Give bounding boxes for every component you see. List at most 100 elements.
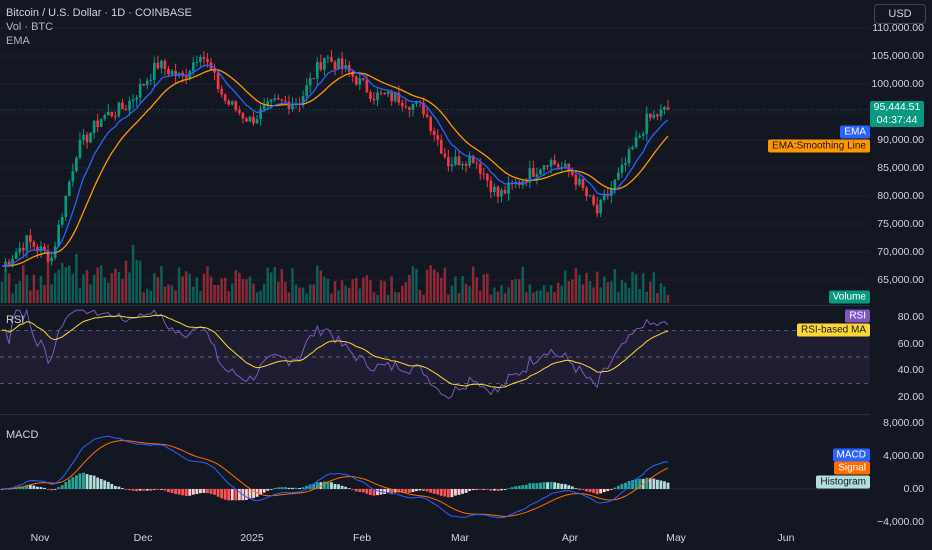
volume-bar <box>429 265 432 303</box>
candle-body <box>138 83 142 98</box>
histogram-bar <box>89 475 92 489</box>
volume-bar <box>610 281 613 303</box>
volume-bar <box>103 277 106 303</box>
histogram-bar <box>213 489 216 495</box>
volume-bar <box>493 287 496 303</box>
candle-body <box>248 116 252 122</box>
volume-bar <box>96 267 99 303</box>
time-tick-label: Mar <box>450 532 470 544</box>
volume-bar <box>78 288 82 303</box>
histogram-bar <box>103 480 107 489</box>
candle-body <box>284 100 287 102</box>
candle-body <box>213 69 216 73</box>
time-tick-label: May <box>666 532 686 544</box>
candle-body <box>149 79 153 81</box>
price-tick-label: 85,000.00 <box>877 162 924 174</box>
histogram-bar <box>184 489 188 497</box>
volume-bar <box>595 271 599 303</box>
price-tick-label: 90,000.00 <box>877 134 924 146</box>
candle-body <box>503 190 507 194</box>
candle-body <box>532 168 535 177</box>
candle-body <box>252 116 255 124</box>
histogram-bar <box>191 489 195 495</box>
candle-body <box>386 91 390 95</box>
histogram-bar <box>539 482 542 489</box>
price-tick-label: 110,000.00 <box>872 22 924 34</box>
histogram-bar <box>28 484 32 489</box>
volume-bar <box>443 267 447 303</box>
histogram-bar <box>174 489 178 495</box>
volume-bar <box>128 272 131 303</box>
candle-body <box>78 140 82 158</box>
candle-body <box>308 78 312 86</box>
candle-body <box>32 241 36 247</box>
time-tick-label: Dec <box>133 532 153 544</box>
candle-body <box>241 112 245 119</box>
volume-bar <box>649 281 652 303</box>
candle-body <box>202 56 206 59</box>
histogram-bar <box>634 479 638 489</box>
volume-bar <box>195 277 199 303</box>
candle-body <box>36 246 39 252</box>
currency-button[interactable]: USD <box>874 4 926 24</box>
candle-body <box>620 164 624 173</box>
histogram-bar <box>57 487 61 489</box>
histogram-bar <box>439 489 443 496</box>
histogram-bar <box>113 485 117 489</box>
volume-bar <box>631 271 634 303</box>
volume-bar <box>131 244 135 303</box>
histogram-bar <box>32 485 36 489</box>
volume-bar <box>663 286 666 303</box>
histogram-bar <box>315 482 319 489</box>
candle-body <box>400 102 404 107</box>
histogram-bar <box>234 489 238 501</box>
volume-bar <box>447 294 450 303</box>
histogram-bar <box>507 488 511 490</box>
volume-bar <box>209 276 213 303</box>
volume-bar <box>503 293 507 303</box>
candle-body <box>365 79 369 93</box>
histogram-bar <box>71 477 75 489</box>
macd-line <box>1 435 669 519</box>
candle-body <box>372 98 376 101</box>
candle-body <box>447 156 450 167</box>
volume-bar <box>99 265 103 303</box>
volume-bar <box>0 281 4 303</box>
volume-bar <box>273 267 277 303</box>
volume-bar <box>25 275 29 303</box>
volume-bar <box>29 290 32 303</box>
ema-line <box>1 64 669 267</box>
volume-bar <box>546 291 549 303</box>
candle-body <box>152 62 156 80</box>
volume-bar <box>489 294 493 303</box>
candle-body <box>425 114 429 117</box>
candle-body <box>663 107 666 110</box>
histogram-bar <box>645 477 649 489</box>
histogram-bar <box>266 489 270 491</box>
histogram-bar <box>563 484 567 489</box>
candle-body <box>142 83 146 86</box>
histogram-bar <box>340 485 344 489</box>
histogram-bar <box>585 489 588 492</box>
histogram-bar <box>592 489 596 494</box>
histogram-bar <box>489 489 493 491</box>
volume-bar <box>46 253 50 303</box>
volume-bar <box>525 292 528 303</box>
ema-smoothing-line <box>1 68 669 267</box>
volume-bar <box>404 282 408 303</box>
volume-bar <box>337 290 340 303</box>
volume-bar <box>471 266 475 303</box>
volume-bar <box>344 285 347 303</box>
volume-bar <box>138 260 142 303</box>
candle-body <box>556 164 560 168</box>
candle-body <box>627 149 631 163</box>
volume-bar <box>266 267 269 303</box>
candle-body <box>422 102 425 115</box>
volume-bar <box>386 294 390 303</box>
price-tick-label: 65,000.00 <box>877 274 924 286</box>
candle-body <box>478 163 482 174</box>
candle-body <box>408 107 411 110</box>
volume-bar <box>418 289 422 303</box>
candle-body <box>184 76 188 79</box>
